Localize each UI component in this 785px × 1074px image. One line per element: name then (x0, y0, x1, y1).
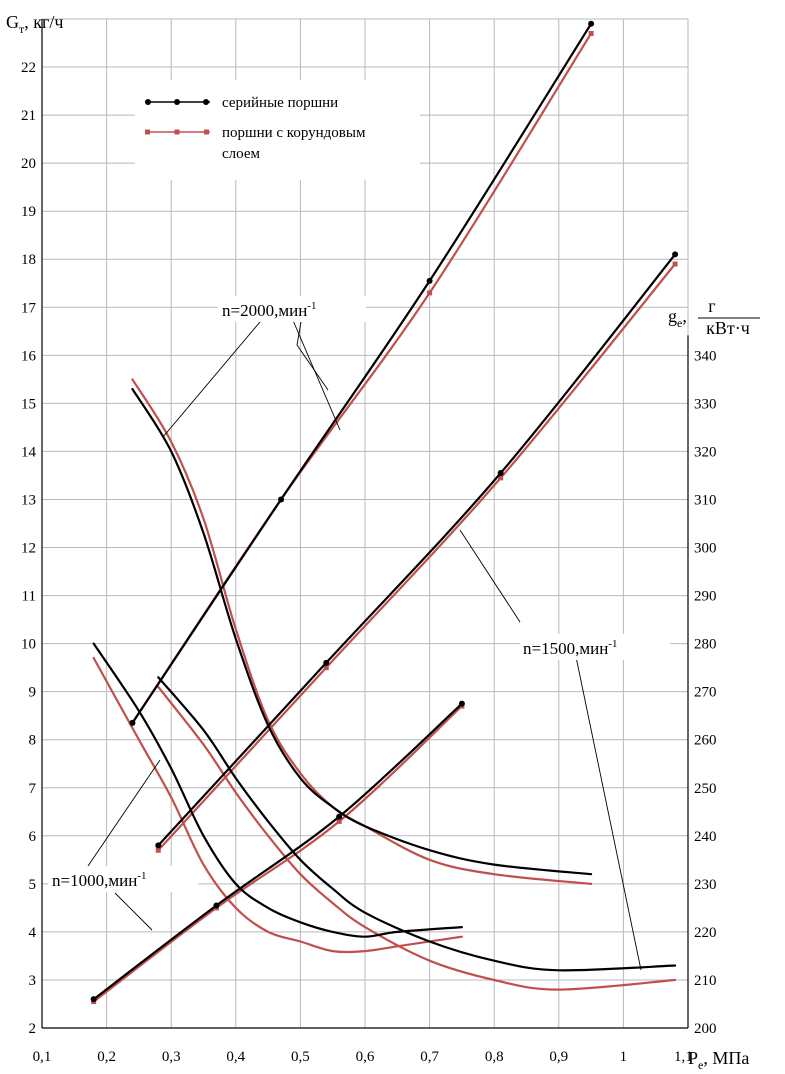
x-tick-label: 0,9 (549, 1049, 568, 1065)
data-point-serial-Gт-n2000 (588, 21, 594, 27)
series-line-serial-ge-n1000 (94, 644, 462, 937)
data-point-corundum-Gт-n2000 (589, 31, 594, 36)
annotation-leader-line (163, 316, 265, 437)
data-point-serial-Gт-n1500 (323, 660, 329, 666)
y-right-axis-title: ge, г кВт·ч (668, 296, 760, 338)
data-point-serial-Gт-n1500 (155, 842, 161, 848)
data-point-corundum-Gт-n1500 (673, 262, 678, 267)
svg-text:n=2000,мин-1: n=2000,мин-1 (222, 300, 316, 320)
x-tick-label: 0,8 (485, 1049, 504, 1065)
y-right-tick-label: 290 (694, 589, 717, 605)
x-tick-label: 0,1 (33, 1049, 52, 1065)
y-right-tick-label: 320 (694, 444, 717, 460)
legend-label-corundum-line1: поршни с корундовым (222, 125, 366, 141)
y-left-tick-label: 19 (21, 204, 36, 220)
data-point-corundum-Gт-n2000 (427, 290, 432, 295)
y-left-tick-label: 7 (29, 781, 37, 797)
legend-label-corundum-line2: слоем (222, 146, 260, 162)
series-line-corundum-ge-n1000 (94, 658, 462, 952)
svg-text:n=1000,мин-1: n=1000,мин-1 (52, 870, 146, 890)
annotation-leader-line (88, 760, 160, 866)
y-right-tick-label: 250 (694, 781, 717, 797)
y-right-tick-label: 200 (694, 1021, 717, 1037)
y-right-tick-label: 280 (694, 637, 717, 653)
x-tick-label: 0,2 (97, 1049, 116, 1065)
x-axis-title: Pe, МПа (688, 1048, 749, 1072)
svg-text:n=1500,мин-1: n=1500,мин-1 (523, 638, 617, 658)
y-left-tick-label: 6 (29, 829, 37, 845)
data-point-serial-Gт-n2000 (278, 496, 284, 502)
y-left-tick-label: 17 (21, 300, 37, 316)
x-tick-label: 0,7 (420, 1049, 439, 1065)
data-point-serial-Gт-n2000 (129, 720, 135, 726)
annotation-n2000: n=2000,мин-1 (218, 296, 366, 322)
x-tick-label: 0,3 (162, 1049, 181, 1065)
legend: серийные поршни поршни с корундовым слое… (135, 80, 420, 180)
svg-text:ge,: ge, (668, 306, 687, 330)
series-line-corundum-ge-n2000 (132, 379, 591, 884)
y-left-axis-title: Gт, кг/ч (6, 12, 63, 36)
series-line-serial-Gт-n1000 (94, 704, 462, 1000)
y-left-tick-label: 18 (21, 252, 36, 268)
annotation-leader-line (575, 652, 641, 970)
y-left-tick-label: 2 (29, 1021, 37, 1037)
data-point-serial-Gт-n2000 (427, 278, 433, 284)
y-right-tick-label: 340 (694, 348, 717, 364)
y-left-tick-label: 21 (21, 108, 36, 124)
data-point-corundum-Gт-n1000 (337, 819, 342, 824)
y-right-tick-label: 210 (694, 973, 717, 989)
x-tick-label: 0,5 (291, 1049, 310, 1065)
annotation-leader-line (460, 530, 520, 622)
y-right-tick-label: 260 (694, 733, 717, 749)
y-right-tick-label: 310 (694, 492, 717, 508)
data-point-serial-Gт-n1000 (459, 701, 465, 707)
y-left-tick-label: 8 (29, 733, 37, 749)
y-left-tick-label: 11 (22, 589, 36, 605)
y-right-tick-label: 330 (694, 396, 717, 412)
y-left-tick-label: 10 (21, 637, 36, 653)
annotation-leader-line (297, 316, 328, 390)
y-right-tick-label: 230 (694, 877, 717, 893)
y-left-tick-label: 14 (21, 444, 37, 460)
y-left-tick-label: 15 (21, 396, 36, 412)
y-left-tick-label: 4 (29, 925, 37, 941)
svg-text:кВт·ч: кВт·ч (706, 318, 750, 338)
data-point-serial-Gт-n1500 (672, 251, 678, 257)
x-tick-label: 0,6 (356, 1049, 375, 1065)
data-point-serial-Gт-n1000 (91, 996, 97, 1002)
data-point-corundum-Gт-n1500 (156, 848, 161, 853)
data-point-serial-Gт-n1000 (213, 902, 219, 908)
x-tick-label: 0,4 (226, 1049, 245, 1065)
y-right-tick-label: 220 (694, 925, 717, 941)
y-left-tick-label: 20 (21, 156, 36, 172)
x-tick-label: 1 (620, 1049, 628, 1065)
annotation-n1000: n=1000,мин-1 (48, 866, 198, 892)
y-left-tick-label: 22 (21, 60, 36, 76)
annotation-n1500: n=1500,мин-1 (520, 634, 670, 660)
y-left-tick-label: 5 (29, 877, 37, 893)
y-left-tick-labels: 2 3 4 5 6 7 8 9 10 11 12 13 14 15 16 17 18 19 20 21 22 (21, 60, 37, 1037)
y-right-tick-label: 270 (694, 685, 717, 701)
y-right-tick-label: 300 (694, 541, 717, 557)
svg-text:г: г (708, 296, 715, 316)
data-point-serial-Gт-n1500 (498, 470, 504, 476)
x-tick-labels: 0,1 0,2 0,3 0,4 0,5 0,6 0,7 0,8 0,9 1 1,1 (33, 1049, 693, 1065)
y-left-tick-label: 13 (21, 492, 36, 508)
legend-label-serial: серийные поршни (222, 95, 338, 111)
y-left-tick-label: 12 (21, 541, 36, 557)
annotation-leader-line (115, 893, 152, 930)
y-right-tick-label: 240 (694, 829, 717, 845)
y-left-tick-label: 3 (29, 973, 37, 989)
y-left-tick-label: 16 (21, 348, 37, 364)
y-right-tick-labels: 200 210 220 230 240 250 260 270 280 290 300 310 320 3… (694, 348, 717, 1037)
y-left-tick-label: 9 (29, 685, 37, 701)
